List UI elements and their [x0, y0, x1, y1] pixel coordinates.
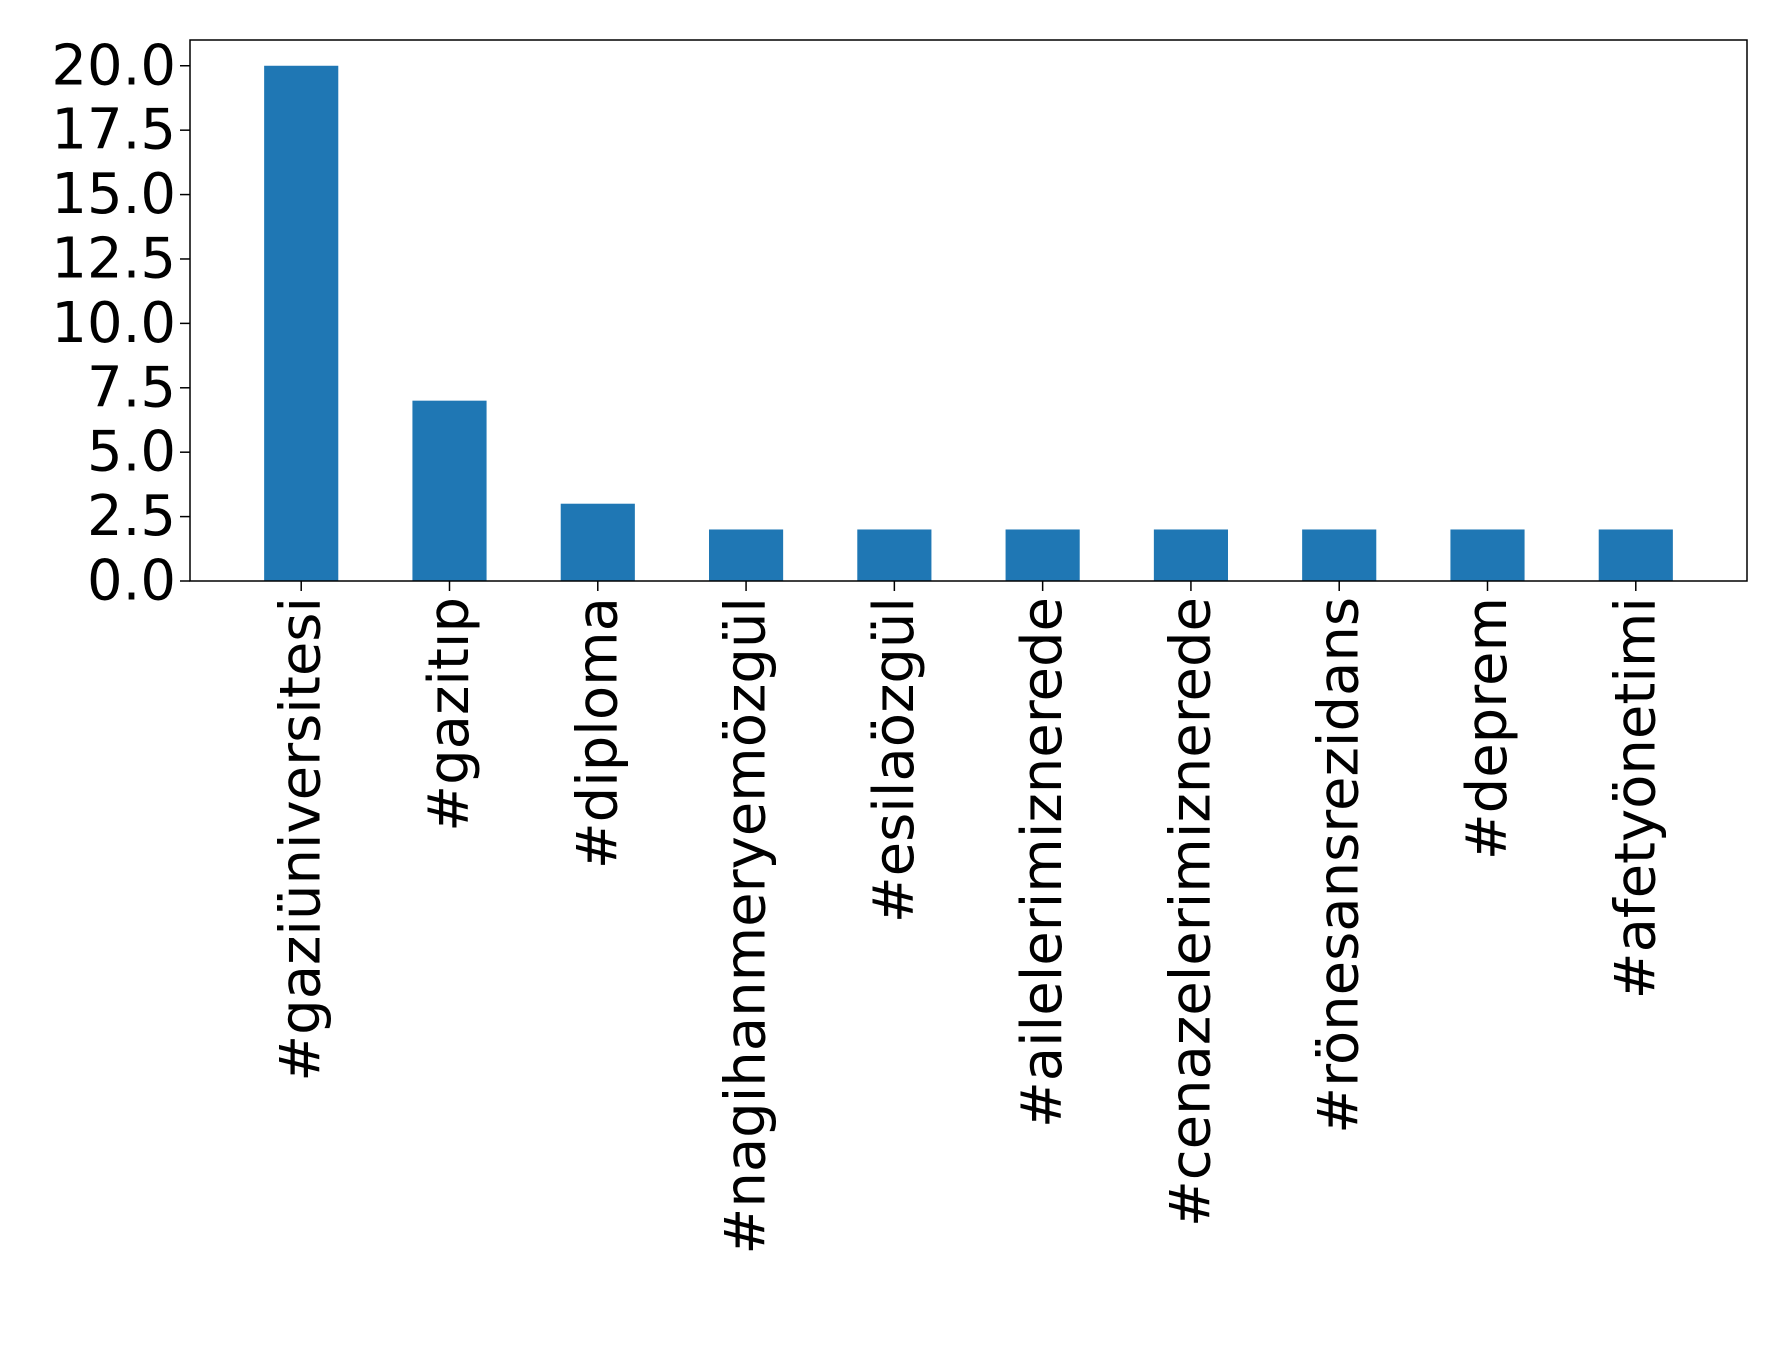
- bar-6: [1153, 529, 1228, 581]
- x-tick-label: #rönesansrezidans: [1307, 597, 1372, 1134]
- x-tick-label: #esilaözgül: [862, 597, 927, 923]
- y-tick-label: 12.5: [51, 226, 176, 291]
- bars-group: [264, 65, 1673, 581]
- bar-1: [412, 400, 487, 581]
- x-tick-label: #deprem: [1455, 597, 1520, 860]
- y-tick-label: 0.0: [87, 549, 176, 614]
- y-axis: 0.02.55.07.510.012.515.017.520.0: [51, 33, 190, 614]
- x-tick-label: #cenazelerimiznerede: [1158, 597, 1223, 1227]
- bar-8: [1450, 529, 1525, 581]
- x-tick-label: #gaziüniversitesi: [269, 597, 334, 1082]
- y-tick-label: 5.0: [87, 420, 176, 485]
- x-tick-label: #nagihanmeryemözgül: [714, 597, 779, 1255]
- y-tick-label: 10.0: [51, 291, 176, 356]
- y-tick-label: 15.0: [51, 162, 176, 227]
- bar-9: [1598, 529, 1673, 581]
- y-tick-label: 2.5: [87, 484, 176, 549]
- bar-2: [560, 503, 635, 581]
- x-tick-label: #ailelerimiznerede: [1010, 597, 1075, 1128]
- x-tick-label: #gazitıp: [417, 597, 482, 832]
- bar-3: [709, 529, 784, 581]
- y-tick-label: 17.5: [51, 98, 176, 163]
- bar-5: [1005, 529, 1080, 581]
- plot-frame: [189, 39, 1748, 582]
- bar-4: [857, 529, 932, 581]
- x-tick-label: #diploma: [565, 597, 630, 869]
- y-tick-label: 7.5: [87, 355, 176, 420]
- y-tick-label: 20.0: [51, 33, 176, 98]
- bar-0: [264, 65, 339, 581]
- x-axis: #gaziüniversitesi #gazitıp #diploma #nagiha…: [269, 581, 1668, 1255]
- x-tick-label: #afetyönetimi: [1603, 597, 1668, 999]
- bar-7: [1302, 529, 1377, 581]
